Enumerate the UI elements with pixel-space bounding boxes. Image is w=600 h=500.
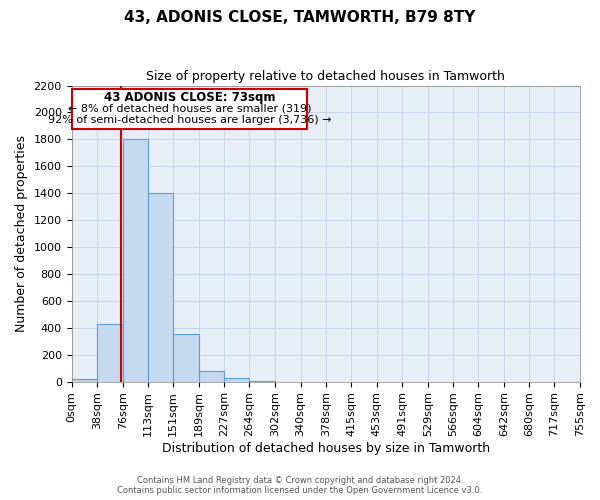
Text: 43, ADONIS CLOSE, TAMWORTH, B79 8TY: 43, ADONIS CLOSE, TAMWORTH, B79 8TY <box>124 10 476 25</box>
Bar <box>148 193 173 382</box>
Bar <box>224 378 250 382</box>
Y-axis label: Number of detached properties: Number of detached properties <box>15 135 28 332</box>
Bar <box>250 381 275 382</box>
Text: ← 8% of detached houses are smaller (319): ← 8% of detached houses are smaller (319… <box>68 104 311 114</box>
FancyBboxPatch shape <box>71 89 307 128</box>
Text: 43 ADONIS CLOSE: 73sqm: 43 ADONIS CLOSE: 73sqm <box>104 91 275 104</box>
Bar <box>123 140 148 382</box>
Text: Contains HM Land Registry data © Crown copyright and database right 2024.
Contai: Contains HM Land Registry data © Crown c… <box>118 476 482 495</box>
Bar <box>173 334 199 382</box>
X-axis label: Distribution of detached houses by size in Tamworth: Distribution of detached houses by size … <box>162 442 490 455</box>
Bar <box>199 371 224 382</box>
Title: Size of property relative to detached houses in Tamworth: Size of property relative to detached ho… <box>146 70 505 83</box>
Bar <box>97 324 123 382</box>
Bar <box>71 379 97 382</box>
Text: 92% of semi-detached houses are larger (3,736) →: 92% of semi-detached houses are larger (… <box>47 115 331 125</box>
